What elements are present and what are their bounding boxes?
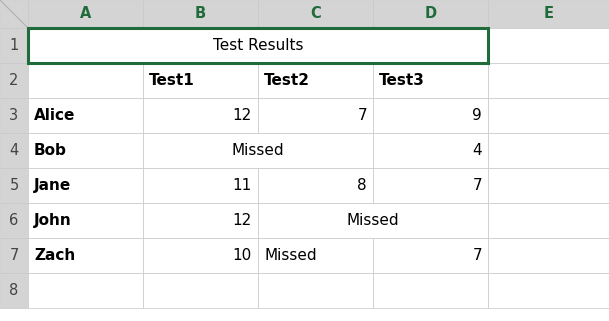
Text: D: D (424, 6, 437, 22)
Text: Missed: Missed (231, 143, 284, 158)
Bar (373, 0, 488, 28)
Bar (143, 28, 258, 63)
Bar (0, 133, 28, 168)
Bar (258, 273, 373, 308)
Bar (0, 28, 28, 63)
Text: 4: 4 (9, 143, 19, 158)
Bar (258, 203, 488, 238)
Bar (143, 168, 258, 203)
Bar (373, 63, 488, 98)
Text: Missed: Missed (264, 248, 317, 263)
Text: Jane: Jane (34, 178, 71, 193)
Bar (488, 238, 609, 273)
Text: Test3: Test3 (379, 73, 425, 88)
Bar (28, 98, 143, 133)
Bar (28, 168, 143, 203)
Bar (258, 28, 373, 63)
Text: Zach: Zach (34, 248, 76, 263)
Bar (373, 273, 488, 308)
Text: 5: 5 (9, 178, 19, 193)
Bar (373, 168, 488, 203)
Bar (258, 0, 373, 28)
Bar (28, 238, 143, 273)
Bar (0, 203, 28, 238)
Bar (373, 133, 488, 168)
Text: C: C (310, 6, 321, 22)
Text: 9: 9 (472, 108, 482, 123)
Bar (28, 0, 143, 28)
Text: 10: 10 (233, 248, 252, 263)
Text: Test2: Test2 (264, 73, 310, 88)
Text: 12: 12 (233, 108, 252, 123)
Bar (0, 273, 28, 308)
Bar (373, 238, 488, 273)
Text: 7: 7 (357, 108, 367, 123)
Bar (258, 63, 373, 98)
Bar (488, 0, 609, 28)
Bar (258, 238, 373, 273)
Text: 6: 6 (9, 213, 19, 228)
Bar (143, 133, 258, 168)
Text: John: John (34, 213, 72, 228)
Bar (488, 273, 609, 308)
Bar (143, 0, 258, 28)
Text: Bob: Bob (34, 143, 67, 158)
Bar (488, 63, 609, 98)
Bar (143, 98, 258, 133)
Bar (488, 133, 609, 168)
Bar (258, 98, 373, 133)
Text: A: A (80, 6, 91, 22)
Text: 1: 1 (9, 38, 19, 53)
Bar (28, 203, 143, 238)
Bar (0, 98, 28, 133)
Bar (143, 63, 258, 98)
Bar (0, 63, 28, 98)
Bar (143, 238, 258, 273)
Bar (0, 168, 28, 203)
Bar (28, 63, 143, 98)
Text: E: E (543, 6, 554, 22)
Text: 3: 3 (9, 108, 18, 123)
Bar (28, 133, 143, 168)
Bar (143, 133, 373, 168)
Text: 7: 7 (473, 248, 482, 263)
Text: 12: 12 (233, 213, 252, 228)
Bar (488, 28, 609, 63)
Text: 8: 8 (357, 178, 367, 193)
Bar (258, 133, 373, 168)
Bar (0, 238, 28, 273)
Text: Missed: Missed (347, 213, 400, 228)
Bar (373, 98, 488, 133)
Bar (258, 203, 373, 238)
Text: Test Results: Test Results (213, 38, 303, 53)
Text: Test1: Test1 (149, 73, 195, 88)
Bar (143, 203, 258, 238)
Text: 7: 7 (9, 248, 19, 263)
Bar (488, 98, 609, 133)
Bar (28, 273, 143, 308)
Bar (28, 28, 143, 63)
Text: 4: 4 (473, 143, 482, 158)
Bar (373, 203, 488, 238)
Text: 8: 8 (9, 283, 19, 298)
Bar (373, 28, 488, 63)
Bar (28, 28, 488, 63)
Text: 11: 11 (233, 178, 252, 193)
Text: 7: 7 (473, 178, 482, 193)
Text: B: B (195, 6, 206, 22)
Bar (488, 168, 609, 203)
Text: 2: 2 (9, 73, 19, 88)
Bar (143, 273, 258, 308)
Bar (258, 168, 373, 203)
Bar (0, 0, 28, 28)
Bar (488, 203, 609, 238)
Text: Alice: Alice (34, 108, 76, 123)
Bar (28, 28, 488, 63)
